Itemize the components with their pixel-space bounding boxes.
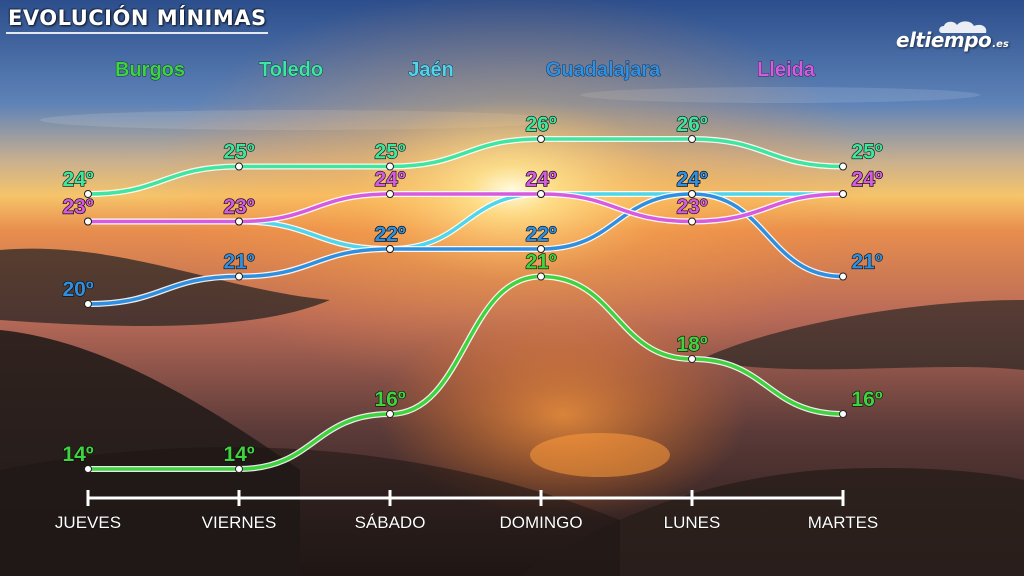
data-point (235, 272, 243, 281)
legend-label: Toledo (259, 59, 323, 81)
data-label: 24º (525, 168, 556, 191)
data-label: 21º (851, 251, 882, 274)
logo-tld: .es (992, 39, 1009, 50)
data-label: 16º (851, 388, 882, 411)
series-line (86, 137, 845, 196)
data-label: 23º (62, 196, 93, 219)
data-label: 14º (62, 443, 93, 466)
data-label: 24º (676, 168, 707, 191)
x-tick-label: SÁBADO (355, 513, 426, 532)
chart-title: EVOLUCIÓN MÍNIMAS (8, 6, 267, 30)
data-point (688, 217, 696, 226)
series-line (86, 192, 845, 306)
data-point (386, 162, 394, 171)
logo-name: eltiempo (896, 28, 992, 52)
legend-label: Lleida (757, 59, 816, 81)
x-tick-label: JUEVES (55, 513, 121, 532)
data-label: 21º (525, 251, 556, 274)
data-label: 24º (851, 168, 882, 191)
x-tick-label: LUNES (664, 513, 721, 532)
data-label: 23º (223, 196, 254, 219)
data-point (386, 245, 394, 253)
data-label: 18º (676, 333, 707, 356)
data-point (537, 135, 545, 143)
data-point (688, 355, 696, 363)
data-label: 26º (525, 113, 556, 136)
data-point (235, 162, 243, 171)
data-point (839, 190, 847, 198)
data-point (839, 272, 847, 281)
data-point (386, 410, 394, 418)
data-point (537, 245, 545, 253)
plot-area: JUEVES VIERNES SÁBADO DOMINGO LUNES MARTES Bur… (55, 59, 884, 533)
x-tick-label: MARTES (808, 513, 879, 532)
data-label: 23º (676, 196, 707, 219)
brand-logo: eltiempo .es (896, 28, 1009, 52)
data-label: 20º (62, 278, 93, 301)
series-line (86, 192, 845, 224)
data-point (386, 190, 394, 198)
data-point (537, 190, 545, 198)
data-label: 16º (374, 388, 405, 411)
data-point (84, 465, 92, 473)
data-point (235, 465, 243, 473)
data-label: 22º (525, 223, 556, 246)
x-tick-label: DOMINGO (499, 513, 582, 532)
data-point (839, 162, 847, 171)
data-point (84, 300, 92, 308)
data-label: 22º (374, 223, 405, 246)
title-underline (6, 32, 268, 34)
data-label: 26º (676, 113, 707, 136)
legend-label: Guadalajara (546, 59, 661, 81)
data-label: 23º (223, 196, 254, 219)
data-point (84, 190, 92, 198)
legend-label: Jaén (408, 59, 454, 81)
data-label: 14º (223, 443, 254, 466)
logo-cloud-icon (939, 21, 987, 33)
data-label: 23º (62, 196, 93, 219)
data-label: 22º (374, 223, 405, 246)
data-point (688, 190, 696, 198)
data-point (839, 410, 847, 418)
data-label: 25º (223, 141, 254, 164)
data-label: 24º (676, 168, 707, 191)
data-point (537, 272, 545, 281)
data-label: 25º (851, 141, 882, 164)
data-label: 24º (374, 168, 405, 191)
data-label: 24º (851, 168, 882, 191)
data-label: 21º (223, 251, 254, 274)
data-label: 24º (525, 168, 556, 191)
data-point (84, 217, 92, 226)
legend-label: Burgos (115, 59, 185, 81)
data-point (688, 135, 696, 143)
data-point (235, 217, 243, 226)
x-tick-label: VIERNES (202, 513, 277, 532)
data-label: 24º (62, 168, 93, 191)
data-label: 25º (374, 141, 405, 164)
